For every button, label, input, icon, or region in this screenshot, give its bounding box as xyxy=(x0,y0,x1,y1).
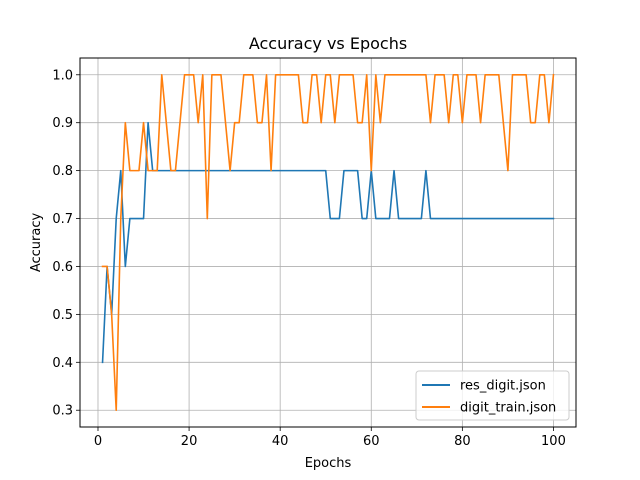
series-line-digit-train xyxy=(101,73,555,412)
x-tick-label: 20 xyxy=(181,434,198,449)
y-tick-label: 0.5 xyxy=(52,308,73,323)
x-tick-label: 0 xyxy=(94,434,102,449)
x-tick-label: 100 xyxy=(541,434,566,449)
y-tick-label: 0.3 xyxy=(52,404,73,419)
plot-frame xyxy=(79,57,577,428)
x-axis-label: Epochs xyxy=(305,456,352,471)
x-tick-label: 40 xyxy=(272,434,289,449)
y-axis-label: Accuracy xyxy=(29,213,44,273)
y-tick-label: 0.4 xyxy=(52,356,73,371)
legend-box xyxy=(415,370,570,421)
y-tick-label: 0.6 xyxy=(52,260,73,275)
ticks: 0 20 40 60 80 100 0.3 0.4 0.5 0.6 0.7 0.8 0.9 1.0 xyxy=(52,68,566,449)
y-tick-label: 0.9 xyxy=(52,116,73,131)
x-tick-label: 80 xyxy=(454,434,471,449)
y-tick-label: 1.0 xyxy=(52,68,73,83)
legend: res_digit.json digit_train.json xyxy=(415,370,570,421)
y-tick-label: 0.7 xyxy=(52,212,73,227)
x-tick-label: 60 xyxy=(363,434,380,449)
legend-label-digit-train: digit_train.json xyxy=(460,401,556,416)
y-tick-label: 0.8 xyxy=(52,164,73,179)
legend-label-res-digit: res_digit.json xyxy=(460,379,546,394)
chart-title: Accuracy vs Epochs xyxy=(249,34,407,53)
series-group xyxy=(101,73,555,412)
series-line-res-digit xyxy=(101,121,555,364)
